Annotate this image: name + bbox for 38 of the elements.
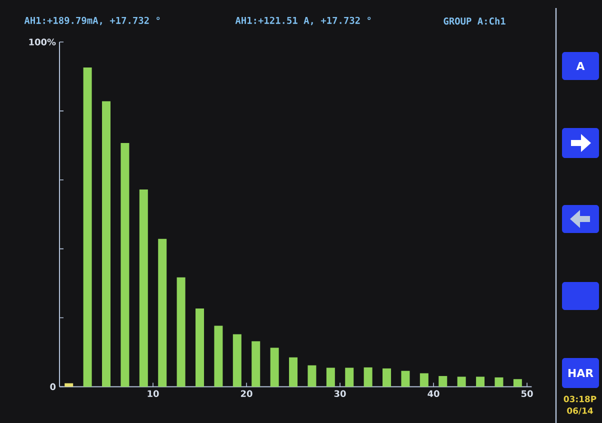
bar <box>382 368 392 387</box>
bar <box>308 365 316 387</box>
text: AH1:+189.79mA, +17.732 ° <box>24 16 160 26</box>
text: A <box>576 62 585 70</box>
bar <box>494 377 504 387</box>
bar <box>83 68 92 387</box>
text: 03:18P <box>564 396 596 402</box>
bar <box>326 368 335 387</box>
text: HAR <box>568 369 594 377</box>
bar <box>364 367 372 387</box>
x-tick-label: 20 <box>240 390 252 397</box>
bar <box>214 326 223 387</box>
bar <box>401 370 410 387</box>
y-tick-label: 100% <box>29 38 56 46</box>
bar <box>476 376 485 387</box>
bar <box>196 308 204 387</box>
bar <box>457 376 466 387</box>
bar <box>158 238 167 387</box>
x-tick-label: 50 <box>521 390 533 397</box>
bar <box>252 341 260 387</box>
x-tick-label: 30 <box>334 390 346 397</box>
text: AH1:+121.51 A, +17.732 ° <box>235 16 371 26</box>
bar <box>420 373 428 387</box>
x-tick-label: 40 <box>428 390 440 397</box>
y-tick-label: 0 <box>50 383 56 390</box>
bar <box>345 368 354 387</box>
bar <box>232 334 242 387</box>
x-tick-label: 10 <box>148 390 159 397</box>
bar <box>289 357 298 387</box>
bar <box>438 376 448 387</box>
bar <box>102 101 111 387</box>
text: GROUP A:Ch1 <box>444 17 506 25</box>
bar <box>139 190 148 387</box>
text: 06/14 <box>567 407 593 415</box>
bar <box>176 277 186 387</box>
bar <box>270 348 279 387</box>
bar <box>120 142 130 387</box>
bar <box>513 379 522 387</box>
